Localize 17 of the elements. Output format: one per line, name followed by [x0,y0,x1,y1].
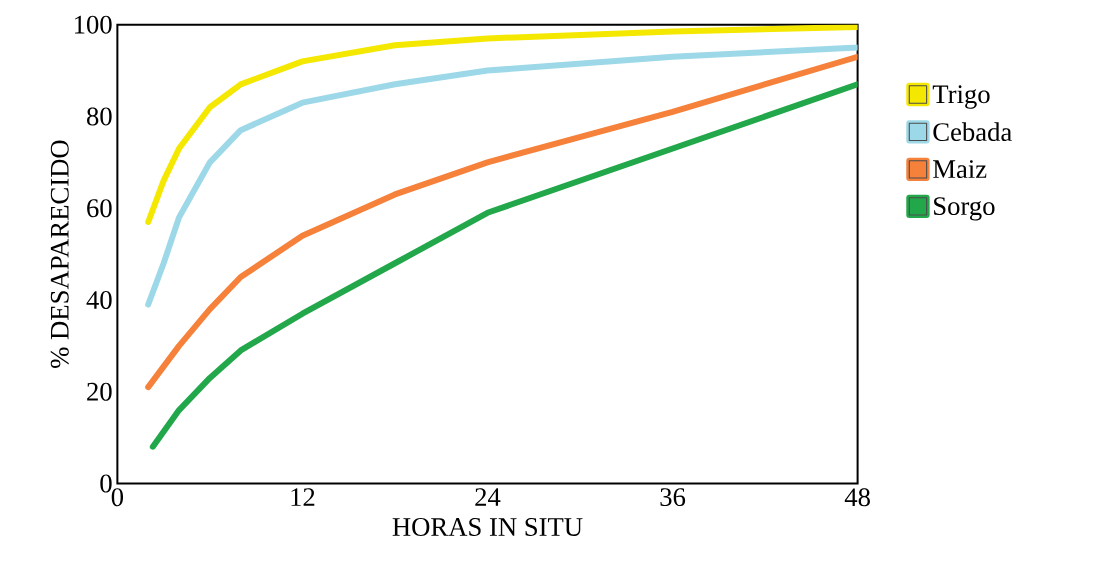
y-tick-label: 20 [87,382,112,401]
y-tick-label: 100 [74,15,112,34]
y-tick-label: 0 [100,474,112,493]
y-axis-title: % DESAPARECIDO [50,140,69,368]
x-tick-label: 24 [475,488,501,506]
x-axis-title: HORAS IN SITU [392,517,583,536]
x-tick-label: 0 [111,488,124,507]
x-tick-label: 12 [291,488,315,506]
x-tick-label: 48 [844,488,870,507]
y-tick-label: 80 [87,107,112,126]
legend-label: Maiz [933,160,987,179]
x-tick-label: 36 [660,488,686,507]
legend-label: Trigo [932,85,990,109]
y-tick-label: 60 [87,199,112,218]
legend-label: Cebada [933,122,1012,142]
y-tick-label: 40 [86,290,112,309]
legend-label: Sorgo [934,197,995,221]
